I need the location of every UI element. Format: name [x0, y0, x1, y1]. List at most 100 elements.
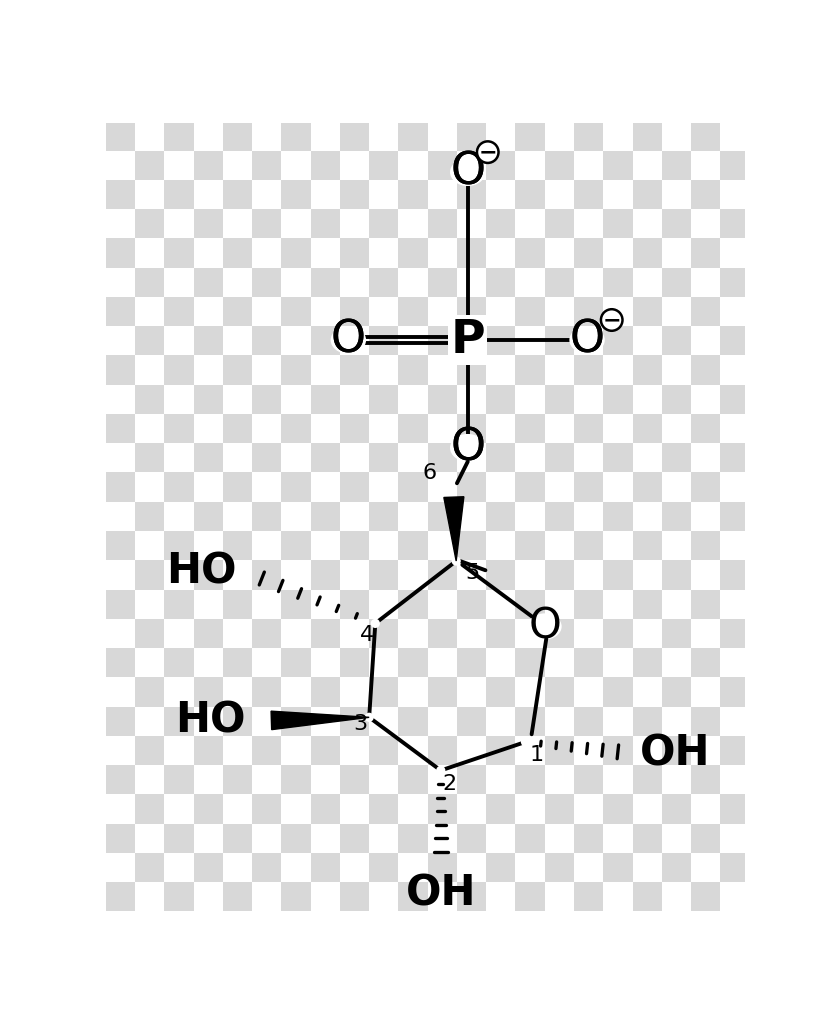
Bar [603, 239, 632, 267]
Bar [369, 151, 398, 180]
Text: 2: 2 [442, 773, 457, 794]
Bar [252, 736, 281, 765]
Bar [193, 648, 223, 677]
Ellipse shape [450, 434, 486, 462]
Text: 6: 6 [422, 463, 437, 483]
Bar [427, 355, 457, 385]
Bar [515, 209, 544, 239]
Bar [281, 882, 310, 911]
Bar [193, 472, 223, 502]
Bar [603, 795, 632, 823]
Bar [457, 297, 486, 327]
Bar [281, 239, 310, 267]
Bar [164, 648, 193, 677]
Bar [427, 151, 457, 180]
Bar [486, 590, 515, 618]
Bar [574, 853, 603, 882]
Bar [252, 267, 281, 297]
Bar [515, 121, 544, 151]
Bar [223, 267, 252, 297]
Bar [457, 531, 486, 560]
Bar [340, 209, 369, 239]
Bar [106, 151, 135, 180]
Bar [193, 765, 223, 795]
Bar [164, 239, 193, 267]
Bar [574, 180, 603, 209]
Bar [310, 618, 340, 648]
Bar [398, 151, 427, 180]
Bar [106, 209, 135, 239]
Bar [193, 502, 223, 531]
Bar [515, 239, 544, 267]
Bar [427, 502, 457, 531]
Bar [574, 209, 603, 239]
Bar [252, 677, 281, 707]
Bar [632, 267, 662, 297]
Bar [164, 327, 193, 355]
Bar [749, 472, 779, 502]
Bar [603, 736, 632, 765]
Bar [427, 414, 457, 443]
Bar [398, 590, 427, 618]
Ellipse shape [371, 618, 380, 628]
Bar [574, 151, 603, 180]
Bar [749, 618, 779, 648]
Bar [486, 677, 515, 707]
Bar [340, 618, 369, 648]
Bar [310, 443, 340, 472]
Bar [281, 618, 310, 648]
Bar [749, 707, 779, 736]
Bar [427, 531, 457, 560]
Bar [223, 648, 252, 677]
Bar [252, 355, 281, 385]
Bar [310, 677, 340, 707]
Bar [369, 502, 398, 531]
Bar [691, 677, 720, 707]
Bar [691, 560, 720, 590]
Bar [193, 590, 223, 618]
Bar [574, 472, 603, 502]
Bar [720, 151, 749, 180]
Bar [398, 795, 427, 823]
Ellipse shape [477, 141, 499, 163]
Bar [486, 765, 515, 795]
Bar [398, 327, 427, 355]
Bar [135, 414, 164, 443]
Bar [632, 648, 662, 677]
Text: HO: HO [166, 550, 237, 592]
Bar [691, 267, 720, 297]
Text: O: O [450, 151, 486, 194]
Bar [632, 677, 662, 707]
Bar [310, 355, 340, 385]
Bar [281, 823, 310, 853]
Bar [720, 765, 749, 795]
Bar [164, 531, 193, 560]
Bar [398, 707, 427, 736]
Bar [193, 209, 223, 239]
Bar [252, 882, 281, 911]
Bar [135, 385, 164, 414]
Bar [720, 823, 749, 853]
Bar [662, 590, 691, 618]
Bar [369, 707, 398, 736]
Bar [310, 472, 340, 502]
Bar [281, 677, 310, 707]
Bar [720, 180, 749, 209]
Bar [749, 531, 779, 560]
Bar [515, 707, 544, 736]
Bar [281, 736, 310, 765]
Bar [223, 853, 252, 882]
Bar [398, 618, 427, 648]
Bar [164, 677, 193, 707]
Bar [691, 355, 720, 385]
Bar [486, 267, 515, 297]
Bar [749, 443, 779, 472]
Bar [632, 560, 662, 590]
Bar [252, 560, 281, 590]
Bar [662, 618, 691, 648]
Bar [603, 209, 632, 239]
Text: O: O [331, 318, 366, 361]
Bar [340, 853, 369, 882]
Bar [398, 765, 427, 795]
Bar [457, 560, 486, 590]
